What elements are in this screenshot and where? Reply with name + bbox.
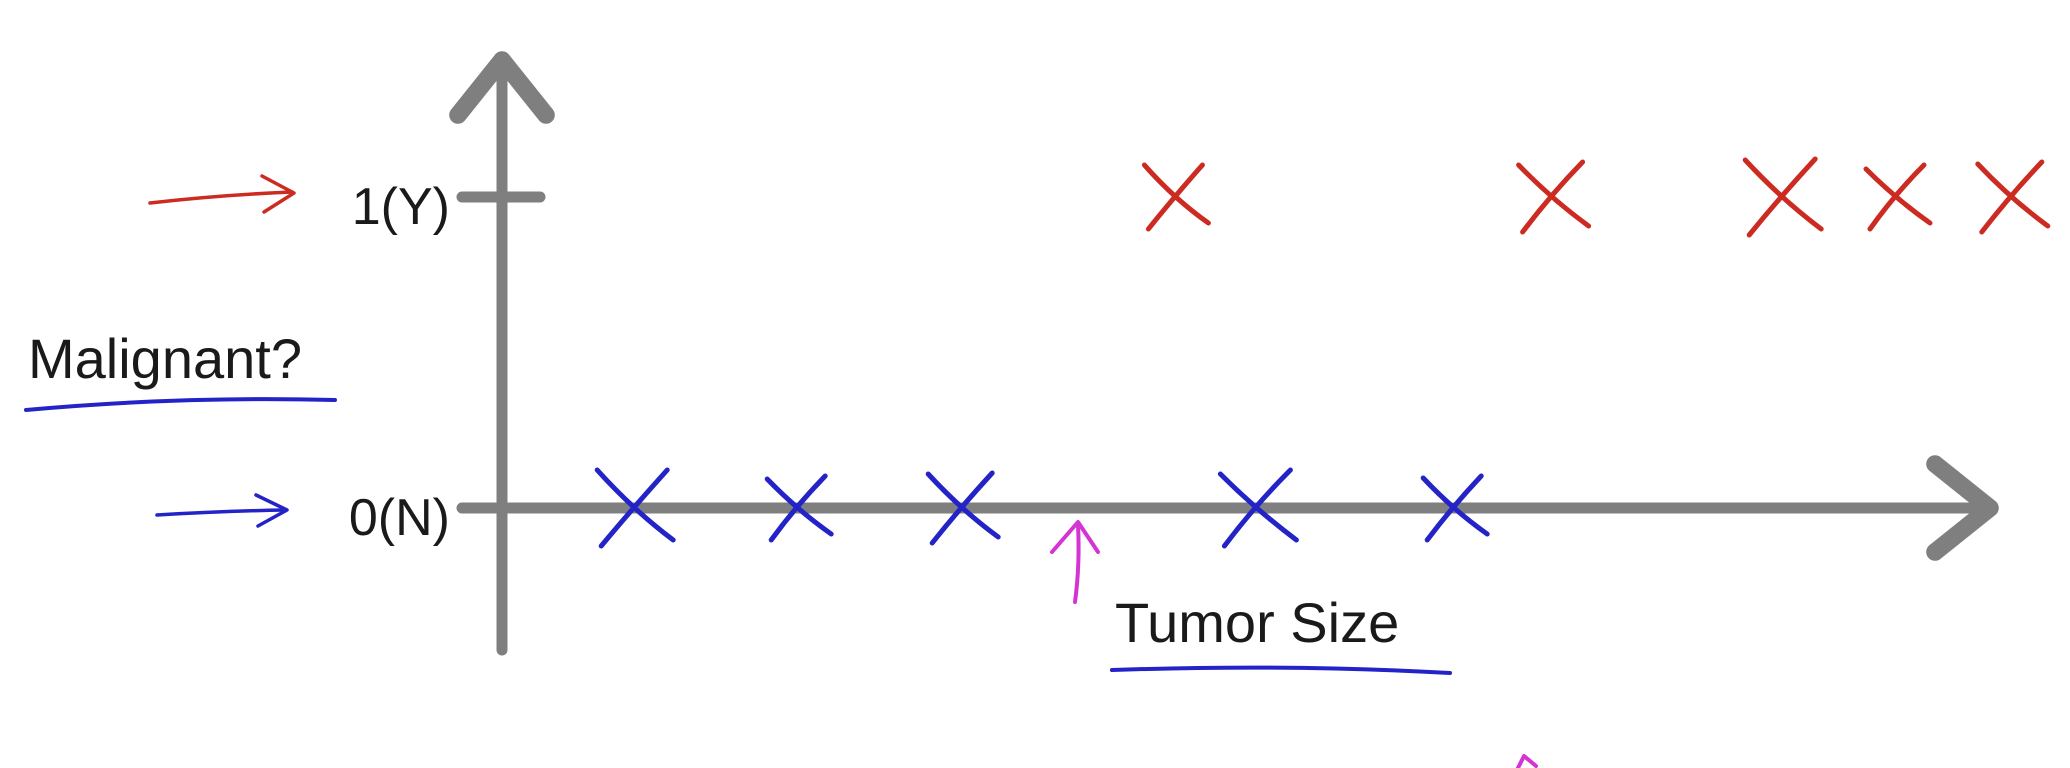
malignant-point-4 [1863, 162, 1933, 232]
magenta-stroke-fragment [1516, 754, 1538, 768]
malignant-point-5 [1975, 159, 2051, 235]
x-marker-stroke-b [1424, 473, 1484, 543]
y-tick-label-0: 0(N) [349, 489, 450, 547]
y-tick-label-1: 1(Y) [352, 178, 450, 236]
data-points [594, 156, 2051, 549]
benign-point-2 [764, 473, 834, 543]
x-axis-label: Tumor Size [1115, 591, 1399, 654]
x-marker-stroke-b [929, 470, 995, 546]
y-axis-label: Malignant? [28, 327, 302, 390]
x-marker-stroke-b [1746, 156, 1818, 238]
x-marker-stroke-b [1520, 159, 1586, 235]
benign-point-3 [925, 470, 1001, 546]
x-marker-stroke-b [1979, 159, 2045, 235]
blue-arrow-annotation [155, 493, 289, 528]
x-axis-label-underline [1110, 665, 1452, 675]
x-marker-stroke-b [1145, 162, 1205, 232]
malignant-point-2 [1516, 159, 1592, 235]
benign-point-1 [594, 467, 676, 549]
benign-point-4 [1217, 467, 1299, 549]
y-axis-label-underline [24, 397, 337, 412]
x-marker-stroke-b [598, 467, 670, 549]
malignant-point-3 [1742, 156, 1824, 238]
x-marker-stroke-b [1867, 162, 1927, 232]
x-marker-stroke-b [768, 473, 828, 543]
x-marker-stroke-b [1221, 467, 1293, 549]
benign-point-5 [1420, 473, 1490, 543]
red-arrow-annotation [148, 174, 296, 214]
magenta-threshold-arrow [1050, 520, 1100, 604]
malignant-point-1 [1141, 162, 1211, 232]
